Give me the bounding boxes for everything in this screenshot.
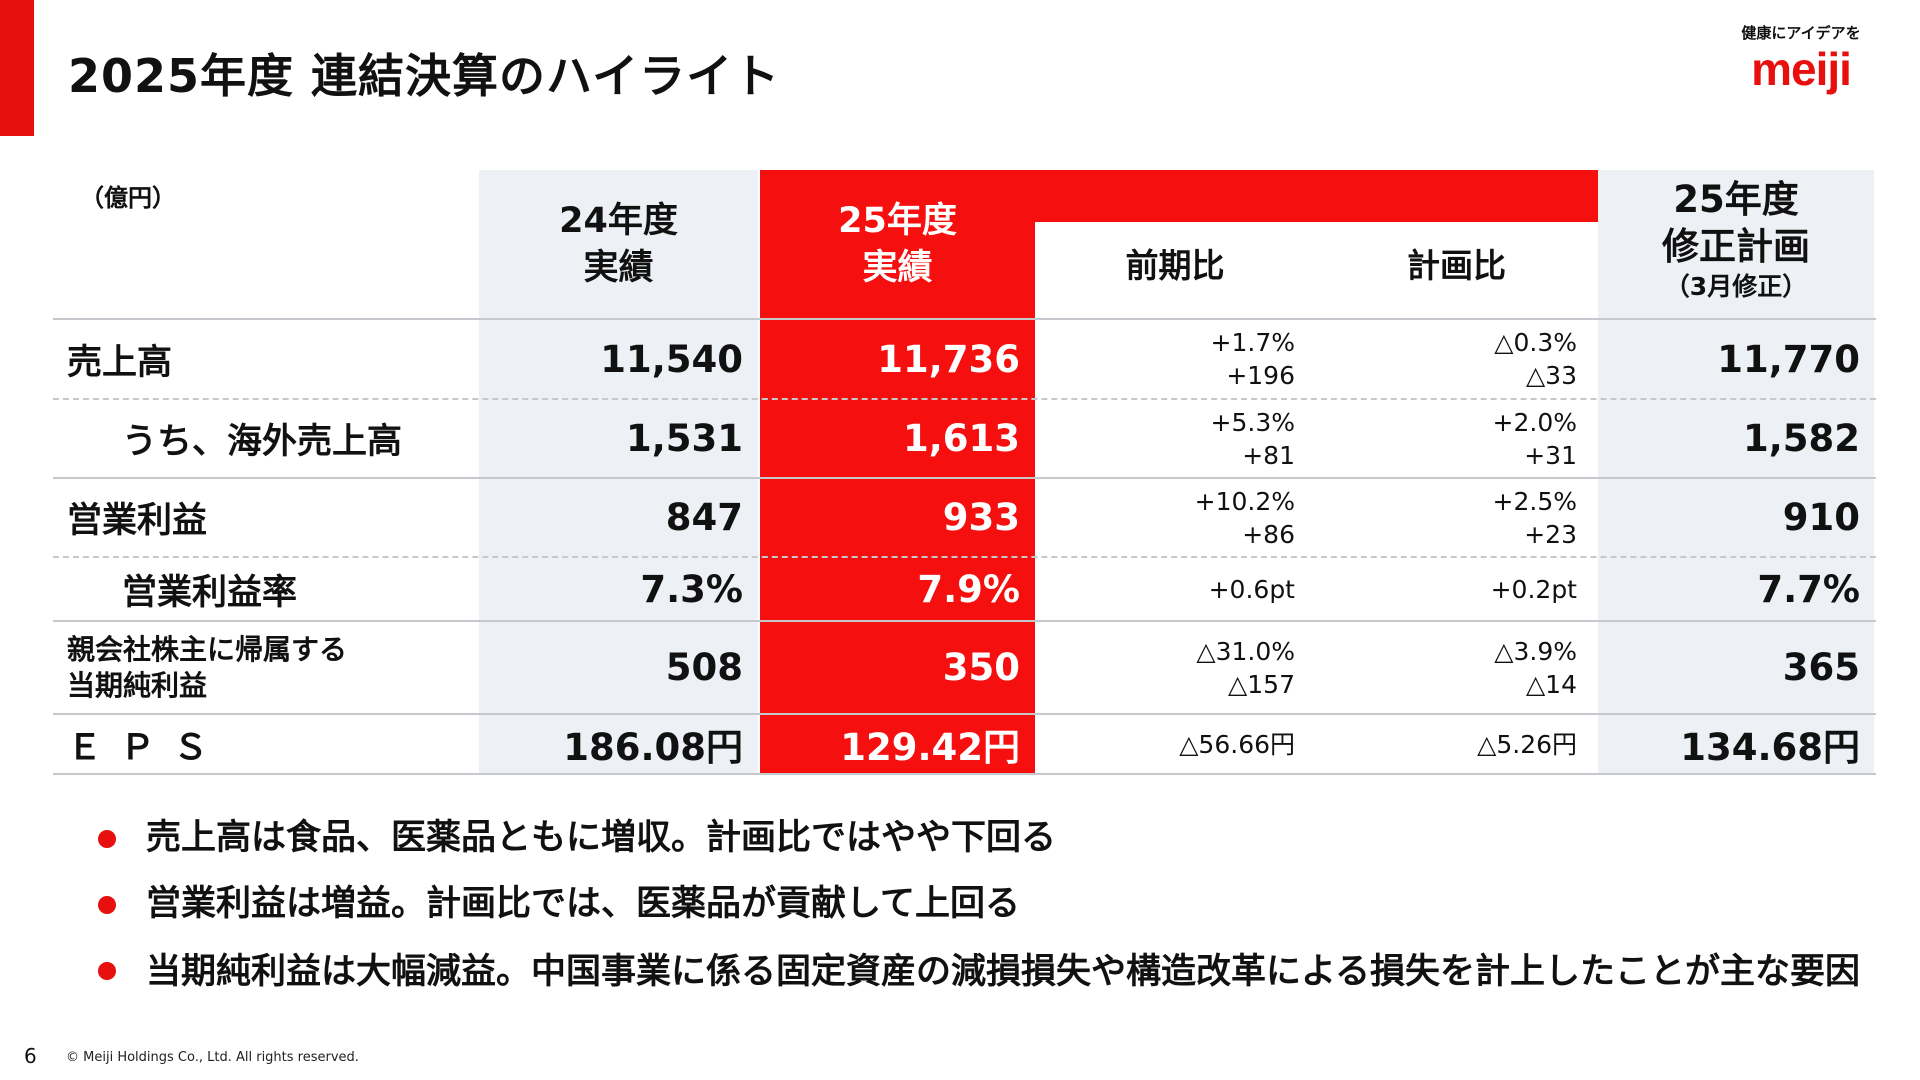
row-label: 売上高 bbox=[67, 342, 173, 383]
header-plan-line1: 25年度 bbox=[1673, 178, 1799, 221]
bullet-item: 営業利益は増益。計画比では、医薬品が貢献して上回る bbox=[96, 878, 1886, 930]
header-current-year-line2: 実績 bbox=[862, 248, 933, 288]
plan-value: 365 bbox=[1782, 646, 1860, 689]
prev-year-value: 1,531 bbox=[625, 417, 743, 460]
vs-plan-cell: +2.0% +31 bbox=[1315, 400, 1577, 477]
meiji-logo: 健康にアイデアを meiji bbox=[1728, 22, 1874, 94]
current-year-value: 11,736 bbox=[877, 337, 1020, 381]
table-row-operating-margin: 営業利益率 7.3% 7.9% +0.6pt +0.2pt 7.7% bbox=[53, 558, 1876, 620]
title-accent-bar bbox=[0, 0, 34, 136]
current-year-value: 350 bbox=[942, 646, 1020, 689]
table-row-sales: 売上高 11,540 11,736 +1.7% +196 △0.3% △33 1… bbox=[53, 320, 1876, 398]
current-year-value: 933 bbox=[942, 496, 1020, 539]
logo-tagline: 健康にアイデアを bbox=[1741, 24, 1861, 42]
header-prev-year-line1: 24年度 bbox=[559, 201, 678, 241]
prev-year-column-bg bbox=[479, 170, 758, 773]
vs-plan-percent: △0.3% bbox=[1494, 328, 1577, 357]
plan-value: 1,582 bbox=[1742, 417, 1860, 460]
vs-plan-amount: △14 bbox=[1525, 669, 1577, 699]
table-row-eps: ＥＰＳ 186.08円 129.42円 △56.66円 △5.26円 134.6… bbox=[53, 715, 1876, 773]
summary-bullets: 売上高は食品、医薬品ともに増収。計画比ではやや下回る 営業利益は増益。計画比では… bbox=[96, 812, 1886, 1014]
row-label: うち、海外売上高 bbox=[122, 422, 403, 462]
prev-year-value: 7.3% bbox=[640, 567, 743, 611]
row-label: 親会社株主に帰属する 当期純利益 bbox=[67, 622, 477, 713]
divider-row5 bbox=[53, 713, 1876, 715]
header-prev-year: 24年度 実績 bbox=[479, 198, 758, 292]
vs-plan-cell: △0.3% △33 bbox=[1315, 320, 1577, 398]
vs-plan-value: △5.26円 bbox=[1477, 729, 1577, 759]
prev-year-value: 508 bbox=[665, 646, 743, 689]
yoy-percent: +5.3% bbox=[1210, 407, 1295, 437]
copyright: © Meiji Holdings Co., Ltd. All rights re… bbox=[66, 1050, 359, 1065]
yoy-percent: +10.2% bbox=[1194, 486, 1295, 516]
yoy-amount: +81 bbox=[1242, 440, 1295, 470]
plan-value: 134.68円 bbox=[1680, 726, 1860, 769]
yoy-amount: +196 bbox=[1226, 361, 1295, 390]
row-label: ＥＰＳ bbox=[67, 727, 227, 768]
divider-row2 bbox=[53, 477, 1876, 479]
header-prev-year-line2: 実績 bbox=[583, 248, 654, 288]
vs-plan-percent: +2.5% bbox=[1492, 486, 1577, 516]
divider-bottom bbox=[53, 773, 1876, 775]
unit-label: （億円） bbox=[80, 184, 176, 212]
table-row-overseas-sales: うち、海外売上高 1,531 1,613 +5.3% +81 +2.0% +31… bbox=[53, 400, 1876, 477]
current-year-value: 129.42円 bbox=[840, 726, 1020, 769]
vs-plan-cell: △3.9% △14 bbox=[1315, 622, 1577, 713]
current-year-value: 1,613 bbox=[902, 417, 1020, 460]
vs-plan-amount: △33 bbox=[1525, 361, 1577, 390]
yoy-percent: +1.7% bbox=[1210, 328, 1295, 357]
yoy-cell: △31.0% △157 bbox=[1035, 622, 1295, 713]
prev-year-value: 847 bbox=[665, 496, 743, 539]
row-label-line1: 親会社株主に帰属する bbox=[67, 632, 348, 666]
bullet-item: 当期純利益は大幅減益。中国事業に係る固定資産の減損損失や構造改革による損失を計上… bbox=[96, 944, 1886, 1000]
row-label: 営業利益 bbox=[67, 501, 208, 541]
current-year-value: 7.9% bbox=[917, 567, 1020, 611]
yoy-cell: +5.3% +81 bbox=[1035, 400, 1295, 477]
yoy-percent: △31.0% bbox=[1196, 636, 1295, 666]
header-red-span bbox=[1035, 170, 1598, 222]
plan-value: 11,770 bbox=[1717, 337, 1860, 381]
header-current-year-line1: 25年度 bbox=[838, 201, 957, 241]
divider-header bbox=[53, 318, 1876, 320]
plan-value: 910 bbox=[1782, 496, 1860, 539]
bullet-item: 売上高は食品、医薬品ともに増収。計画比ではやや下回る bbox=[96, 812, 1886, 864]
vs-plan-cell: +2.5% +23 bbox=[1315, 479, 1577, 556]
logo-wordmark: meiji bbox=[1751, 43, 1852, 95]
row-label-line2: 当期純利益 bbox=[67, 668, 208, 702]
yoy-value: △56.66円 bbox=[1179, 729, 1295, 759]
divider-row4 bbox=[53, 620, 1876, 622]
vs-plan-amount: +31 bbox=[1524, 440, 1577, 470]
header-revised-plan: 25年度 修正計画 （3月修正） bbox=[1598, 176, 1874, 304]
vs-plan-amount: +23 bbox=[1524, 519, 1577, 549]
header-plan-note: （3月修正） bbox=[1664, 272, 1808, 301]
row-label: 営業利益率 bbox=[122, 572, 298, 613]
yoy-amount: △157 bbox=[1228, 669, 1295, 699]
current-year-column-bg bbox=[760, 170, 1035, 773]
table-row-operating-profit: 営業利益 847 933 +10.2% +86 +2.5% +23 910 bbox=[53, 479, 1876, 556]
vs-plan-value: +0.2pt bbox=[1490, 574, 1577, 604]
divider-row3 bbox=[53, 556, 1876, 558]
divider-row1 bbox=[53, 398, 1876, 400]
vs-plan-percent: +2.0% bbox=[1492, 407, 1577, 437]
header-current-year: 25年度 実績 bbox=[760, 198, 1035, 292]
header-plan-line2: 修正計画 bbox=[1662, 225, 1810, 268]
plan-column-bg bbox=[1598, 170, 1874, 773]
page-title: 2025年度 連結決算のハイライト bbox=[68, 49, 781, 103]
header-yoy: 前期比 bbox=[1125, 246, 1225, 285]
yoy-cell: +10.2% +86 bbox=[1035, 479, 1295, 556]
prev-year-value: 11,540 bbox=[600, 337, 743, 381]
yoy-amount: +86 bbox=[1242, 519, 1295, 549]
prev-year-value: 186.08円 bbox=[563, 726, 743, 769]
header-vs-plan: 計画比 bbox=[1407, 246, 1506, 285]
table-row-net-income: 親会社株主に帰属する 当期純利益 508 350 △31.0% △157 △3.… bbox=[53, 622, 1876, 713]
page-number: 6 bbox=[24, 1044, 37, 1068]
yoy-value: +0.6pt bbox=[1208, 574, 1295, 604]
plan-value: 7.7% bbox=[1757, 567, 1860, 611]
vs-plan-percent: △3.9% bbox=[1494, 636, 1577, 666]
yoy-cell: +1.7% +196 bbox=[1035, 320, 1295, 398]
